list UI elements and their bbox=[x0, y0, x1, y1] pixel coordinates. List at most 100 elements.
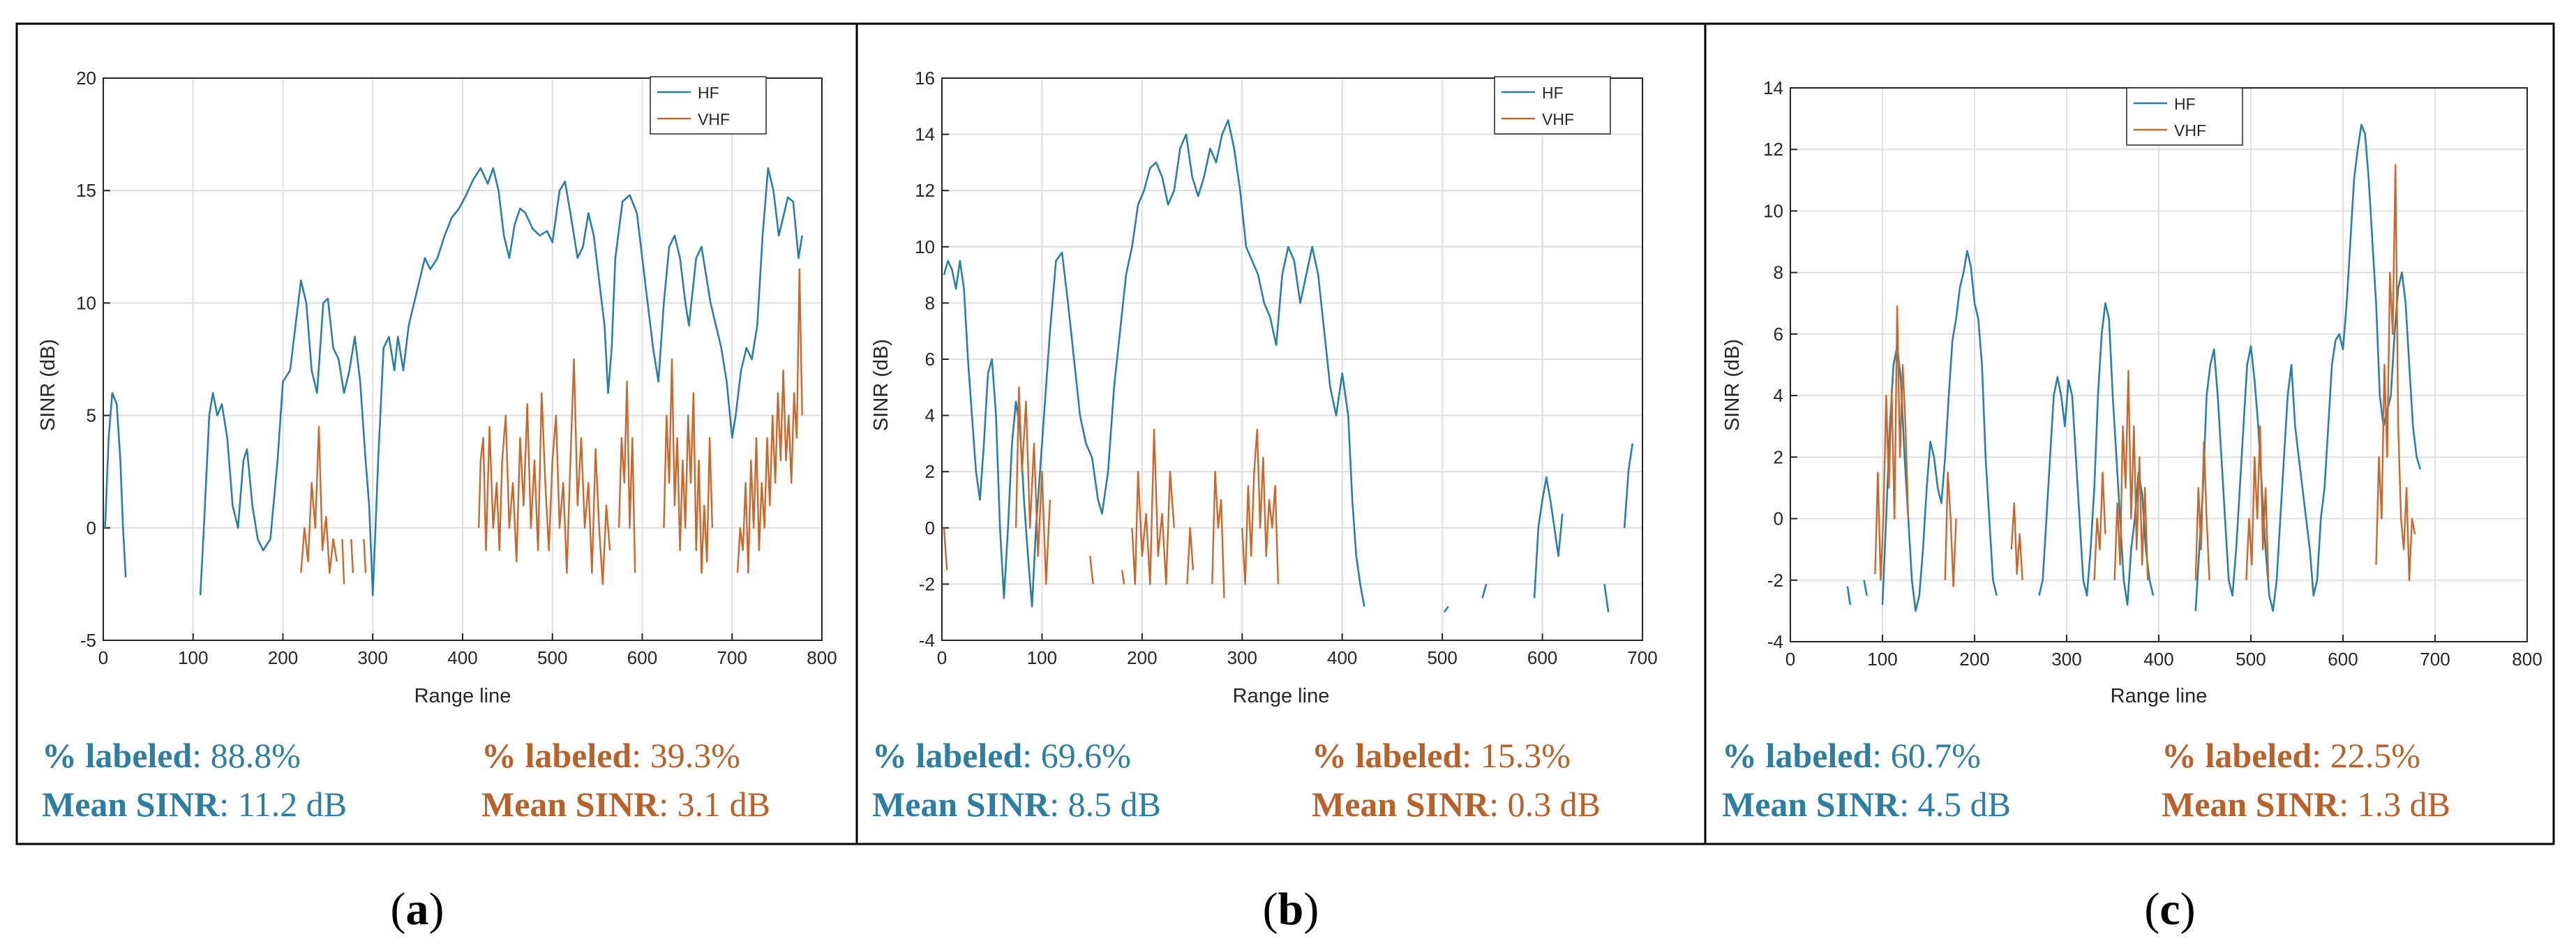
x-tick-label: 300 bbox=[1227, 647, 1257, 668]
y-tick-label: 0 bbox=[925, 518, 935, 538]
stat-value: : 15.3% bbox=[1462, 736, 1571, 775]
x-tick-label: 600 bbox=[2328, 649, 2358, 670]
x-tick-label: 200 bbox=[1127, 647, 1157, 668]
panel-a-vhf-segment bbox=[350, 538, 354, 573]
y-tick-label: -2 bbox=[919, 573, 935, 594]
stat-key: % labeled bbox=[2162, 736, 2312, 775]
panel-b-vhf-segment bbox=[1121, 570, 1125, 585]
panel-b-vhf-mean-sinr: Mean SINR: 0.3 dB bbox=[1312, 785, 1601, 824]
y-tick-label: 12 bbox=[915, 180, 935, 201]
panel-a-legend-vhf-label: VHF bbox=[698, 110, 730, 128]
y-tick-label: 0 bbox=[87, 518, 96, 538]
panel-a-vhf-segment bbox=[663, 358, 714, 574]
panel-c-vhf-segment bbox=[2194, 441, 2210, 580]
panel-b-hf-segment bbox=[1603, 584, 1610, 612]
stat-value: : 1.3 dB bbox=[2339, 785, 2450, 824]
x-tick-label: 400 bbox=[1327, 647, 1357, 668]
panel-c-hf-segment bbox=[1846, 586, 1852, 605]
panel-b-vhf-segment bbox=[1131, 428, 1175, 585]
panel-a-vhf-segment bbox=[736, 268, 803, 574]
stat-key: Mean SINR bbox=[481, 785, 659, 824]
y-tick-label: 2 bbox=[925, 461, 935, 482]
panel-b-xlabel: Range line bbox=[1233, 685, 1330, 707]
y-tick-label: 6 bbox=[925, 349, 935, 370]
panel-a-legend-hf-label: HF bbox=[698, 84, 719, 102]
panel-b-hf-segment bbox=[1481, 584, 1488, 598]
panel-a-vhf-segment bbox=[617, 381, 636, 573]
stat-value: : 8.5 dB bbox=[1049, 785, 1161, 824]
y-tick-label: 10 bbox=[76, 292, 96, 313]
y-tick-label: 15 bbox=[76, 180, 96, 201]
panel-a-hf-segment bbox=[104, 392, 127, 578]
panel-c-legend bbox=[2126, 87, 2243, 146]
panel-c-xlabel: Range line bbox=[2111, 685, 2208, 707]
panel-c-vhf-segment bbox=[2010, 502, 2023, 580]
x-tick-label: 0 bbox=[937, 647, 947, 668]
y-tick-label: 10 bbox=[915, 236, 935, 257]
stat-key: Mean SINR bbox=[42, 785, 220, 824]
panel-a-vhf-segment bbox=[363, 538, 367, 573]
stat-key: Mean SINR bbox=[872, 785, 1050, 824]
x-tick-label: 800 bbox=[2512, 649, 2542, 670]
panel-c-vhf-segment bbox=[2113, 370, 2149, 580]
panel-b-legend bbox=[1494, 76, 1611, 135]
y-tick-label: 2 bbox=[1774, 446, 1783, 467]
stat-value: : 88.8% bbox=[192, 736, 301, 775]
panel-b: 0 100 200 300 400 500 600 700-4-20246810121416 … bbox=[855, 22, 1707, 935]
y-tick-label: 0 bbox=[1774, 508, 1783, 529]
stat-value: : 22.5% bbox=[2312, 736, 2420, 775]
panel-c-vhf-segment bbox=[1944, 472, 1957, 587]
stat-value: : 39.3% bbox=[631, 736, 740, 775]
panel-c-hf-mean-sinr: Mean SINR: 4.5 dB bbox=[1722, 785, 2011, 824]
panel-b-hf-segment bbox=[943, 119, 1365, 608]
panel-c: 0 100 200 300 400 500 600 700 800 -4 -2 0 2 4 6 8 10 12 14… bbox=[1704, 22, 2555, 935]
caption-close: ) bbox=[429, 884, 444, 935]
panel-c-vhf-segment bbox=[1874, 306, 1910, 581]
panel-c-vhf-labeled: % labeled: 22.5% bbox=[2162, 736, 2420, 775]
x-tick-label: 500 bbox=[537, 647, 567, 668]
panel-a-hf-mean-sinr: Mean SINR: 11.2 dB bbox=[42, 785, 347, 824]
stat-value: : 69.6% bbox=[1022, 736, 1131, 775]
y-tick-label: 14 bbox=[1763, 77, 1783, 98]
x-tick-label: 400 bbox=[447, 647, 477, 668]
y-tick-label: 10 bbox=[1763, 200, 1783, 221]
x-tick-label: 300 bbox=[2051, 649, 2081, 670]
x-tick-label: 0 bbox=[1785, 649, 1795, 670]
caption-letter: b bbox=[1278, 884, 1304, 935]
panel-c-vhf-segment bbox=[2375, 164, 2416, 581]
panel-b-vhf-segment bbox=[1089, 555, 1094, 585]
x-tick-label: 600 bbox=[1527, 647, 1557, 668]
panel-c-vhf-mean-sinr: Mean SINR: 1.3 dB bbox=[2162, 785, 2450, 824]
panel-b-hf-mean-sinr: Mean SINR: 8.5 dB bbox=[872, 785, 1161, 824]
x-tick-label: 700 bbox=[717, 647, 747, 668]
y-tick-label: -4 bbox=[1767, 631, 1783, 652]
caption-open: ( bbox=[1263, 884, 1278, 935]
y-tick-label: -4 bbox=[919, 630, 935, 651]
panel-b-hf-segment bbox=[1443, 605, 1449, 613]
panel-a-legend bbox=[650, 76, 767, 135]
caption-close: ) bbox=[1303, 884, 1319, 935]
stat-key: Mean SINR bbox=[1722, 785, 1900, 824]
panel-b-legend-vhf-label: VHF bbox=[1542, 110, 1574, 128]
stat-key: % labeled bbox=[1722, 736, 1872, 775]
y-tick-label: 8 bbox=[1774, 262, 1783, 283]
panel-c-plot: 0 100 200 300 400 500 600 700 800 -4 -2 0 2 4 6 8 10 12 14 bbox=[1763, 77, 2543, 670]
x-tick-label: 0 bbox=[98, 647, 108, 668]
x-tick-label: 100 bbox=[1027, 647, 1057, 668]
stat-key: % labeled bbox=[481, 736, 631, 775]
panel-b-axes-border bbox=[941, 77, 1643, 641]
panel-c-vhf-segment bbox=[2245, 425, 2270, 580]
stat-value: : 3.1 dB bbox=[659, 785, 770, 824]
panel-b-vhf-segment bbox=[1186, 527, 1195, 585]
x-tick-label: 700 bbox=[2420, 649, 2450, 670]
panel-a-axes-border bbox=[103, 77, 823, 641]
x-tick-label: 500 bbox=[2236, 649, 2266, 670]
x-tick-label: 500 bbox=[1427, 647, 1457, 668]
y-tick-label: 14 bbox=[915, 124, 935, 145]
y-tick-label: -2 bbox=[1767, 570, 1783, 591]
stat-key: Mean SINR bbox=[1312, 785, 1490, 824]
panel-c-caption: (c) bbox=[2144, 884, 2195, 935]
panel-a-vhf-labeled: % labeled: 39.3% bbox=[481, 736, 740, 775]
